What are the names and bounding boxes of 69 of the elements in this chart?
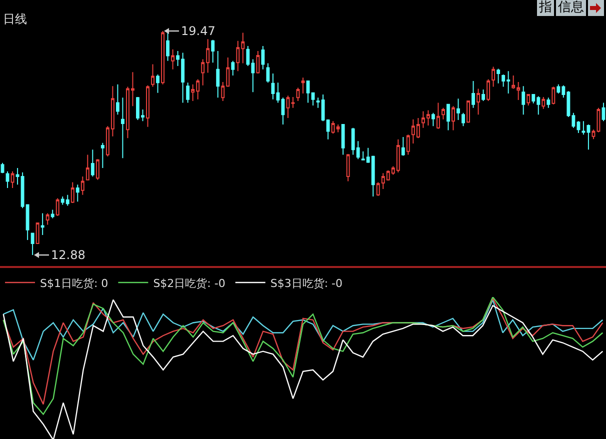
candlestick [50,209,54,219]
candlestick [146,84,150,128]
candlestick [120,97,124,159]
candlestick [592,129,596,140]
candlestick [186,82,190,104]
chart-title: 日线 [3,12,28,26]
candlestick [40,212,44,236]
candlestick [161,31,164,85]
candlestick [296,87,300,102]
candlestick [436,102,440,130]
candlestick [96,158,100,180]
candlestick [476,88,480,116]
legend-label: S$1日吃货: 0 [40,276,108,290]
candlestick [526,94,530,106]
candlestick [492,66,496,88]
candlestick [466,100,470,124]
candlestick [266,62,270,84]
legend-label: S$2日吃货: -0 [153,276,226,290]
candlestick [100,142,104,168]
candlestick [546,97,550,108]
candlestick [306,80,310,104]
candlestick [431,112,435,127]
candlestick [482,88,486,102]
candlestick [542,96,546,110]
candlestick [486,78,490,102]
candlestick [472,80,476,108]
candlestick [602,102,606,122]
candlestick [46,212,50,226]
candlestick [522,86,526,116]
candlestick [462,112,465,127]
candlestick [216,50,220,98]
candlestick [341,124,345,156]
candlestick [446,104,450,131]
candlestick [311,92,315,106]
text: 指 [537,0,554,16]
candlestick [56,198,60,216]
candlestick [442,107,445,120]
candlestick [86,154,90,180]
candlestick [6,170,10,189]
text: 信息 [556,0,586,16]
candlestick [256,50,260,74]
candlestick [166,32,170,62]
candlestick [116,84,120,116]
legend-label: S$3日吃货: -0 [270,276,342,290]
candlestick [90,149,94,177]
annotation: 19.47 [181,24,216,38]
candlestick [231,60,235,76]
candlestick [36,222,40,244]
candlestick [171,48,175,70]
candlestick [30,232,34,255]
candlestick [286,95,290,119]
candlestick [452,106,455,131]
annotation: 12.88 [51,248,86,262]
candlestick [10,170,14,189]
candlestick [552,86,556,105]
candlestick [211,39,215,64]
candlestick [291,96,295,108]
candlestick [76,184,80,202]
candlestick [151,64,154,88]
candlestick [70,182,74,204]
candlestick [406,134,410,156]
candlestick [156,74,160,94]
candlestick [301,77,305,94]
candlestick [346,154,350,182]
candlestick [401,136,405,156]
candlestick [456,98,460,121]
candlestick [80,176,84,196]
candlestick [496,68,500,84]
candlestick [261,45,265,70]
